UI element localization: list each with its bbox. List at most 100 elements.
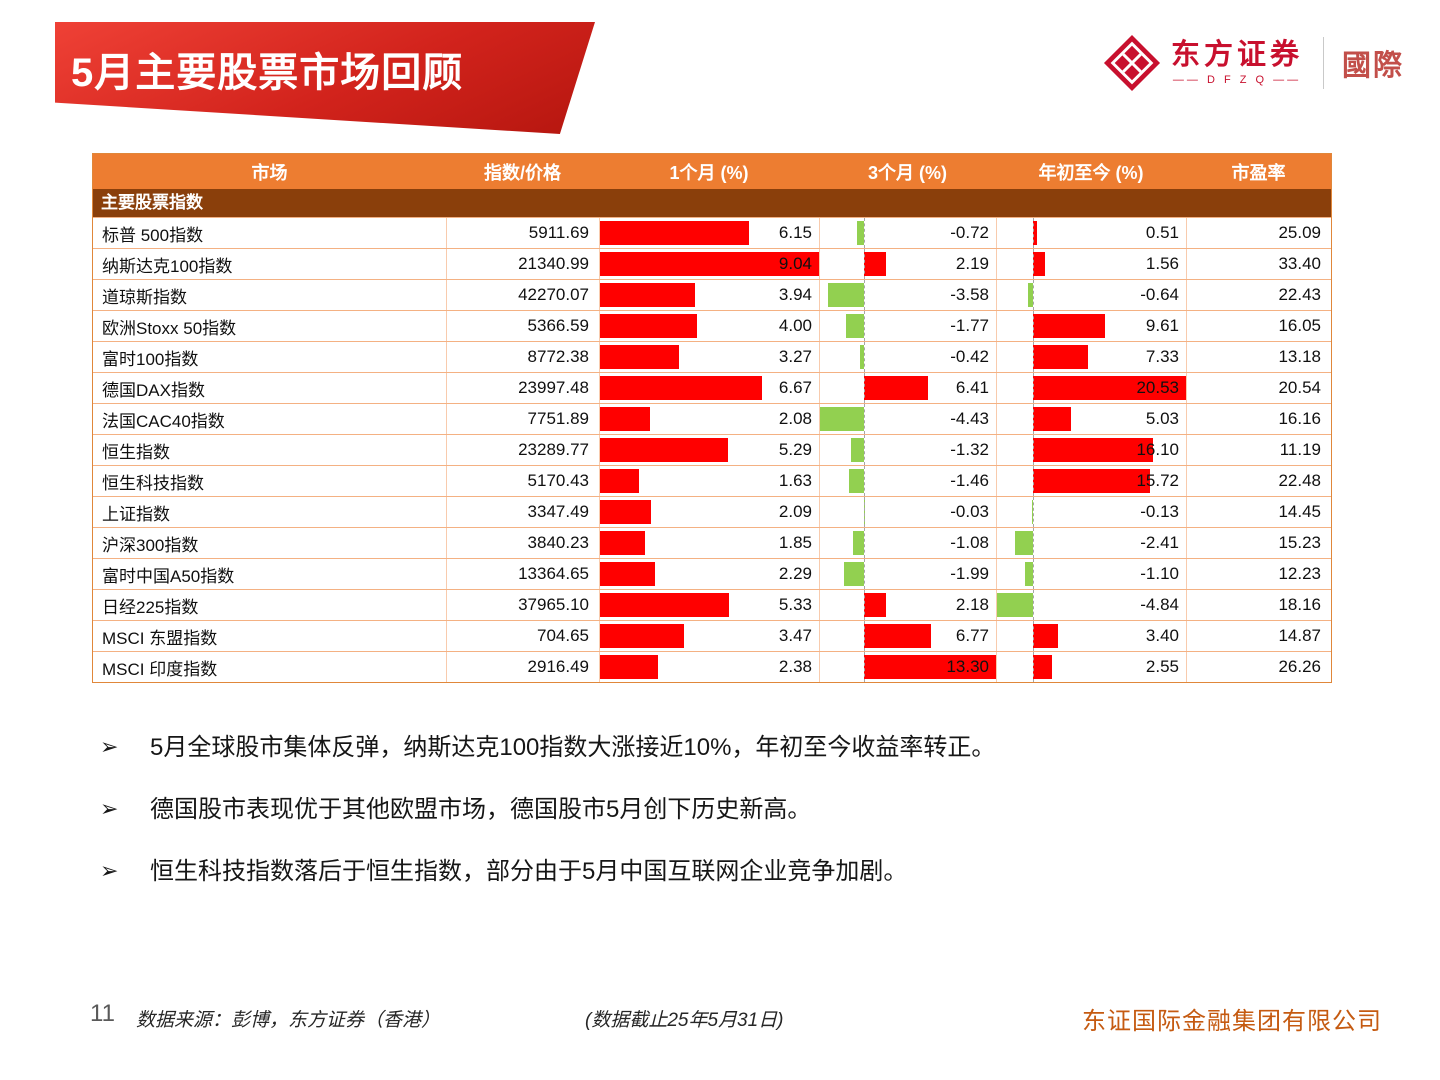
ytd-bar-cell: 7.33 — [996, 342, 1186, 372]
negative-data-bar — [997, 593, 1034, 617]
negative-data-bar — [828, 283, 864, 307]
positive-data-bar — [600, 655, 658, 679]
percent-value: 5.33 — [778, 595, 812, 614]
ytd-bar-cell: -2.41 — [996, 528, 1186, 558]
page-title: 5月主要股票市场回顾 — [71, 51, 464, 95]
m1-bar-cell: 5.33 — [599, 590, 819, 620]
positive-data-bar — [1033, 624, 1059, 648]
positive-data-bar — [1033, 438, 1153, 462]
percent-value: 2.08 — [778, 409, 812, 428]
positive-data-bar — [600, 438, 729, 462]
bar-axis — [863, 528, 865, 558]
negative-data-bar — [1032, 500, 1034, 524]
bar-axis — [863, 342, 865, 372]
pe-ratio: 11.19 — [1186, 435, 1331, 465]
m3-bar-cell: -1.46 — [819, 466, 996, 496]
percent-value: -4.43 — [950, 409, 989, 428]
table-header-row: 市场 指数/价格 1个月 (%) 3个月 (%) 年初至今 (%) 市盈率 — [93, 154, 1331, 189]
market-name: 恒生指数 — [102, 442, 170, 462]
percent-value: 1.63 — [778, 471, 812, 490]
positive-data-bar — [600, 314, 697, 338]
table-row: MSCI 印度指数 2916.49 2.38 13.30 2.55 26.26 — [93, 651, 1331, 682]
bar-axis — [1033, 621, 1035, 651]
positive-data-bar — [600, 624, 685, 648]
ytd-bar-cell: 5.03 — [996, 404, 1186, 434]
percent-value: 9.61 — [1145, 316, 1179, 335]
percent-value: 1.56 — [1145, 254, 1179, 273]
positive-data-bar — [1033, 252, 1045, 276]
table-row: 富时中国A50指数 13364.65 2.29 -1.99 -1.10 12.23 — [93, 558, 1331, 589]
percent-value: -2.41 — [1140, 533, 1179, 552]
ytd-bar-cell: 1.56 — [996, 249, 1186, 279]
m1-bar-cell: 3.27 — [599, 342, 819, 372]
pe-ratio: 18.16 — [1186, 590, 1331, 620]
ytd-bar-cell: -4.84 — [996, 590, 1186, 620]
percent-value: -3.58 — [950, 285, 989, 304]
positive-data-bar — [600, 500, 651, 524]
index-price: 3840.23 — [446, 528, 599, 558]
column-header: 市场 — [251, 162, 288, 183]
table-row: 欧洲Stoxx 50指数 5366.59 4.00 -1.77 9.61 16.05 — [93, 310, 1331, 341]
percent-value: 2.18 — [955, 595, 989, 614]
m1-bar-cell: 2.09 — [599, 497, 819, 527]
m1-bar-cell: 2.29 — [599, 559, 819, 589]
negative-data-bar — [1024, 562, 1034, 586]
percent-value: 6.15 — [778, 223, 812, 242]
negative-data-bar — [1015, 531, 1034, 555]
pe-ratio: 22.48 — [1186, 466, 1331, 496]
m3-bar-cell: -1.08 — [819, 528, 996, 558]
dfzq-logo-icon — [1103, 34, 1161, 92]
bullet-item: ➢ 德国股市表现优于其他欧盟市场，德国股市5月创下历史新高。 — [100, 794, 1340, 825]
table-row: 富时100指数 8772.38 3.27 -0.42 7.33 13.18 — [93, 341, 1331, 372]
index-price: 8772.38 — [446, 342, 599, 372]
pe-ratio: 20.54 — [1186, 373, 1331, 403]
table-section-header: 主要股票指数 — [93, 189, 1331, 217]
m1-bar-cell: 6.15 — [599, 218, 819, 248]
table-row: 道琼斯指数 42270.07 3.94 -3.58 -0.64 22.43 — [93, 279, 1331, 310]
bar-axis — [863, 621, 865, 651]
percent-value: -1.32 — [950, 440, 989, 459]
positive-data-bar — [600, 407, 651, 431]
index-price: 704.65 — [446, 621, 599, 651]
brand-subtitle: —— D F Z Q —— — [1172, 73, 1302, 86]
percent-value: 2.29 — [778, 564, 812, 583]
index-price: 23997.48 — [446, 373, 599, 403]
positive-data-bar — [600, 562, 656, 586]
percent-value: 3.40 — [1145, 626, 1179, 645]
bar-axis — [1033, 404, 1035, 434]
positive-data-bar — [600, 345, 680, 369]
m1-bar-cell: 2.08 — [599, 404, 819, 434]
pe-ratio: 14.45 — [1186, 497, 1331, 527]
pe-ratio: 22.43 — [1186, 280, 1331, 310]
percent-value: 5.03 — [1145, 409, 1179, 428]
percent-value: 1.85 — [778, 533, 812, 552]
pe-ratio: 16.05 — [1186, 311, 1331, 341]
percent-value: -0.03 — [950, 502, 989, 521]
market-name: 上证指数 — [102, 504, 170, 524]
bar-axis — [863, 435, 865, 465]
positive-data-bar — [1033, 314, 1105, 338]
market-name: 日经225指数 — [102, 597, 199, 617]
percent-value: -0.64 — [1140, 285, 1179, 304]
percent-value: -4.84 — [1140, 595, 1179, 614]
index-price: 5911.69 — [446, 218, 599, 248]
pe-ratio: 16.16 — [1186, 404, 1331, 434]
m1-bar-cell: 9.04 — [599, 249, 819, 279]
bar-axis — [863, 466, 865, 496]
positive-data-bar — [863, 624, 932, 648]
bar-axis — [1033, 528, 1035, 558]
percent-value: 6.67 — [778, 378, 812, 397]
market-name: 富时100指数 — [102, 349, 199, 369]
bar-axis — [863, 497, 865, 527]
negative-data-bar — [846, 314, 864, 338]
m1-bar-cell: 1.85 — [599, 528, 819, 558]
negative-data-bar — [844, 562, 864, 586]
brand-text: 东方证券 —— D F Z Q —— — [1171, 39, 1303, 86]
percent-value: 13.30 — [946, 657, 989, 676]
percent-value: 9.04 — [778, 254, 812, 273]
market-name: MSCI 印度指数 — [102, 659, 218, 679]
table-row: 纳斯达克100指数 21340.99 9.04 2.19 1.56 33.40 — [93, 248, 1331, 279]
positive-data-bar — [1033, 655, 1053, 679]
bar-axis — [863, 652, 865, 682]
bullet-arrow-icon: ➢ — [100, 734, 119, 759]
